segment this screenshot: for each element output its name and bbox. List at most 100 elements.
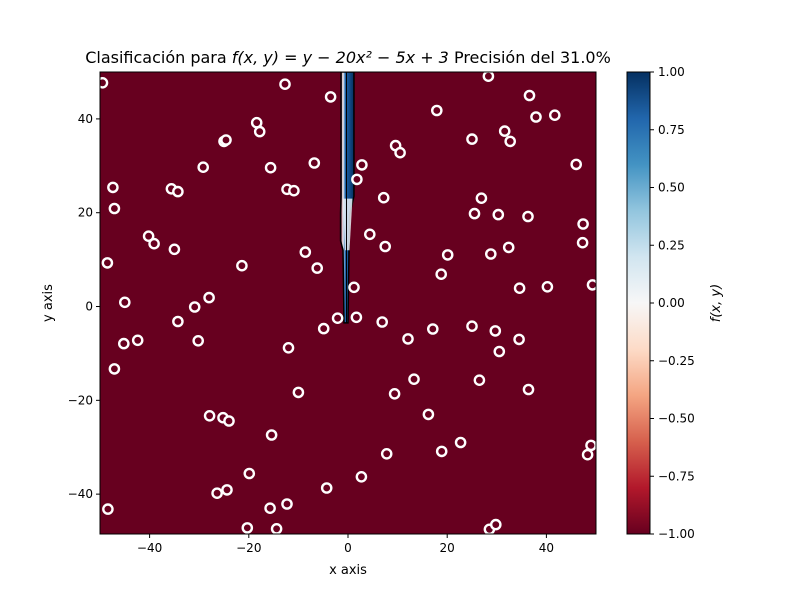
data-point bbox=[172, 185, 184, 198]
data-point bbox=[513, 282, 526, 295]
colorbar-tick-label: 0.75 bbox=[658, 123, 685, 137]
data-point bbox=[549, 109, 561, 121]
colorbar-ticks: 1.00 0.75 0.50 0.25 0.00 −0.25 −0.50 −0.75 −1.00 bbox=[650, 65, 695, 541]
data-point bbox=[211, 487, 223, 500]
data-point bbox=[221, 484, 233, 496]
data-point bbox=[292, 386, 305, 399]
colorbar-tick-label: 0.00 bbox=[658, 296, 685, 310]
data-point bbox=[350, 311, 363, 324]
data-point bbox=[356, 159, 368, 171]
data-point bbox=[570, 158, 583, 171]
x-tick-label: −40 bbox=[137, 541, 162, 555]
title-suffix: Precisión del 31.0% bbox=[449, 48, 611, 67]
data-point bbox=[513, 333, 525, 346]
data-point bbox=[380, 447, 393, 460]
data-point bbox=[320, 482, 333, 494]
x-tick-label: −20 bbox=[236, 541, 261, 555]
data-point bbox=[363, 228, 376, 241]
data-point bbox=[484, 248, 497, 260]
data-point bbox=[454, 436, 467, 449]
data-point bbox=[102, 503, 114, 515]
data-point bbox=[308, 157, 321, 169]
data-point bbox=[281, 498, 293, 510]
data-point bbox=[331, 312, 344, 325]
data-point bbox=[197, 161, 209, 173]
data-point bbox=[586, 279, 596, 291]
data-point bbox=[498, 125, 511, 137]
data-point bbox=[441, 249, 454, 261]
x-tick-label: 0 bbox=[344, 541, 352, 555]
data-point bbox=[351, 173, 363, 186]
data-point bbox=[468, 207, 481, 220]
data-point bbox=[576, 236, 589, 249]
data-point bbox=[402, 333, 414, 345]
data-point bbox=[348, 281, 360, 294]
data-point bbox=[377, 191, 390, 204]
plot-area bbox=[100, 72, 596, 534]
x-axis-label: x axis bbox=[329, 563, 367, 578]
data-point bbox=[253, 125, 266, 138]
x-tick-label: 20 bbox=[440, 541, 455, 555]
title-formula: f(x, y) = y − 20x² − 5x + 3 bbox=[232, 48, 449, 67]
data-point bbox=[317, 322, 330, 335]
x-tick-label: 40 bbox=[539, 541, 554, 555]
data-point bbox=[203, 409, 216, 422]
data-point bbox=[482, 72, 495, 82]
boundary-light-band bbox=[343, 198, 353, 251]
data-point bbox=[100, 77, 109, 89]
data-point bbox=[264, 161, 277, 174]
data-point bbox=[522, 383, 535, 396]
y-tick-label: −20 bbox=[68, 393, 93, 407]
data-point bbox=[376, 316, 389, 328]
data-point bbox=[270, 523, 283, 534]
colorbar-gradient bbox=[626, 71, 651, 535]
data-point bbox=[522, 210, 534, 223]
data-point bbox=[311, 262, 324, 274]
data-point bbox=[241, 522, 254, 534]
data-point bbox=[168, 243, 181, 256]
data-point bbox=[492, 208, 505, 221]
data-point bbox=[172, 315, 184, 328]
data-point bbox=[282, 341, 295, 354]
data-point bbox=[279, 78, 291, 90]
data-point bbox=[131, 334, 144, 347]
title-prefix: Clasificación para bbox=[85, 48, 232, 67]
data-point bbox=[192, 334, 204, 347]
data-point bbox=[223, 415, 235, 427]
colorbar-tick-label: −0.75 bbox=[658, 469, 695, 483]
data-point bbox=[430, 104, 443, 117]
colorbar: 1.00 0.75 0.50 0.25 0.00 −0.25 −0.50 −0.75 −1.00… bbox=[626, 65, 724, 541]
data-point bbox=[585, 439, 596, 452]
data-point bbox=[108, 202, 121, 215]
data-point bbox=[220, 134, 232, 146]
data-point bbox=[466, 320, 478, 333]
data-point bbox=[475, 192, 488, 204]
data-point bbox=[581, 448, 594, 461]
data-point bbox=[107, 181, 119, 194]
data-point bbox=[466, 133, 478, 145]
data-point bbox=[299, 246, 312, 258]
data-point bbox=[265, 429, 278, 441]
data-point bbox=[394, 146, 406, 159]
data-point bbox=[379, 240, 392, 253]
colorbar-tick-label: 0.25 bbox=[658, 238, 685, 252]
data-points bbox=[100, 72, 596, 534]
data-point bbox=[288, 184, 300, 197]
colorbar-label: f(x, y) bbox=[709, 284, 724, 322]
data-point bbox=[541, 280, 554, 293]
y-tick-label: 0 bbox=[85, 300, 93, 314]
data-point bbox=[101, 257, 114, 269]
data-point bbox=[422, 408, 435, 421]
colorbar-tick-label: 1.00 bbox=[658, 65, 685, 79]
data-point bbox=[236, 259, 248, 272]
data-point bbox=[148, 237, 160, 250]
data-point bbox=[577, 218, 589, 230]
data-point bbox=[408, 373, 420, 386]
data-point bbox=[203, 291, 215, 304]
y-tick-label: 40 bbox=[78, 112, 93, 126]
data-point bbox=[426, 323, 439, 335]
colorbar-tick-label: −0.25 bbox=[658, 354, 695, 368]
chart-title: Clasificación para f(x, y) = y − 20x² − … bbox=[85, 48, 611, 67]
data-point bbox=[264, 502, 276, 515]
